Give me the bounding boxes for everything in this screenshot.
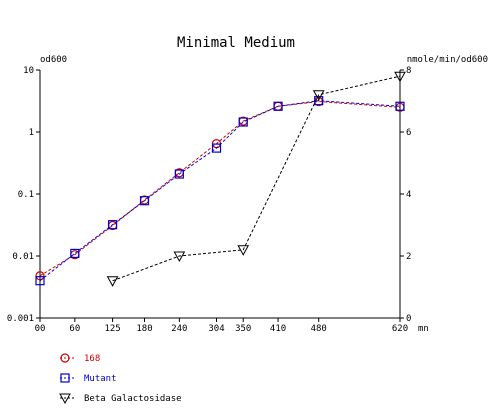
series-2-point [395, 101, 405, 111]
legend-label-3: Beta Galactosidase [84, 394, 182, 404]
series-2-point [107, 220, 118, 230]
y-left-tick-label: 0.1 [18, 190, 34, 200]
y-right-tick-label: 2 [406, 252, 411, 262]
series-line-1 [39, 101, 401, 277]
series-2-point [139, 196, 150, 206]
series-3-point [312, 90, 325, 101]
y-left-axis-label: od600 [40, 55, 67, 65]
y-right-tick-label: 6 [406, 128, 411, 138]
x-tick-label: 620 [392, 324, 408, 334]
x-tick-label: 180 [136, 324, 152, 334]
y-right-tick-label: 4 [406, 190, 411, 200]
legend-marker-2 [60, 373, 70, 383]
series-3-point [394, 71, 406, 83]
chart-title: Minimal Medium [177, 35, 295, 51]
legend-label-2: Mutant [84, 374, 117, 384]
y-left-tick-label: 10 [23, 66, 34, 76]
y-left-tick-label: 1 [29, 128, 34, 138]
series-2-point [35, 276, 45, 286]
y-right-tick-label: 8 [406, 66, 411, 76]
series-3-point [106, 276, 119, 287]
series-1-point [35, 271, 45, 281]
legend-marker-3 [59, 393, 71, 405]
series-line-2 [39, 100, 401, 282]
series-2-point [238, 117, 248, 127]
x-tick-label: 410 [270, 324, 286, 334]
series-2-point [174, 169, 184, 179]
x-tick-label: 00 [35, 324, 46, 334]
series-2-point [70, 248, 80, 259]
x-axis-unit-label: mn [418, 324, 429, 334]
plot-area: 00 60 125 180 240 304 350 410 480 6201010.10.010.… [7, 66, 412, 334]
y-left-tick-label: 0.01 [12, 252, 34, 262]
series-2-point [211, 143, 222, 153]
series-3-point [173, 251, 186, 263]
series-3-point [237, 245, 250, 256]
x-tick-label: 480 [311, 324, 327, 334]
y-left-tick-label: 0.001 [7, 314, 34, 324]
x-tick-label: 125 [104, 324, 120, 334]
x-tick-label: 60 [69, 324, 80, 334]
x-tick-label: 304 [208, 324, 224, 334]
legend-marker-1 [60, 353, 70, 363]
y-right-tick-label: 0 [406, 314, 411, 324]
y-right-axis-label: nmole/min/od600 [407, 55, 488, 65]
x-tick-label: 350 [235, 324, 251, 334]
series-line-3 [112, 75, 401, 282]
series-2-point [273, 101, 283, 111]
x-tick-label: 240 [171, 324, 187, 334]
series-2-point [314, 96, 324, 106]
legend-label-1: 168 [84, 354, 100, 364]
legend: 168 Mutant Beta Galactosidase [59, 353, 182, 405]
